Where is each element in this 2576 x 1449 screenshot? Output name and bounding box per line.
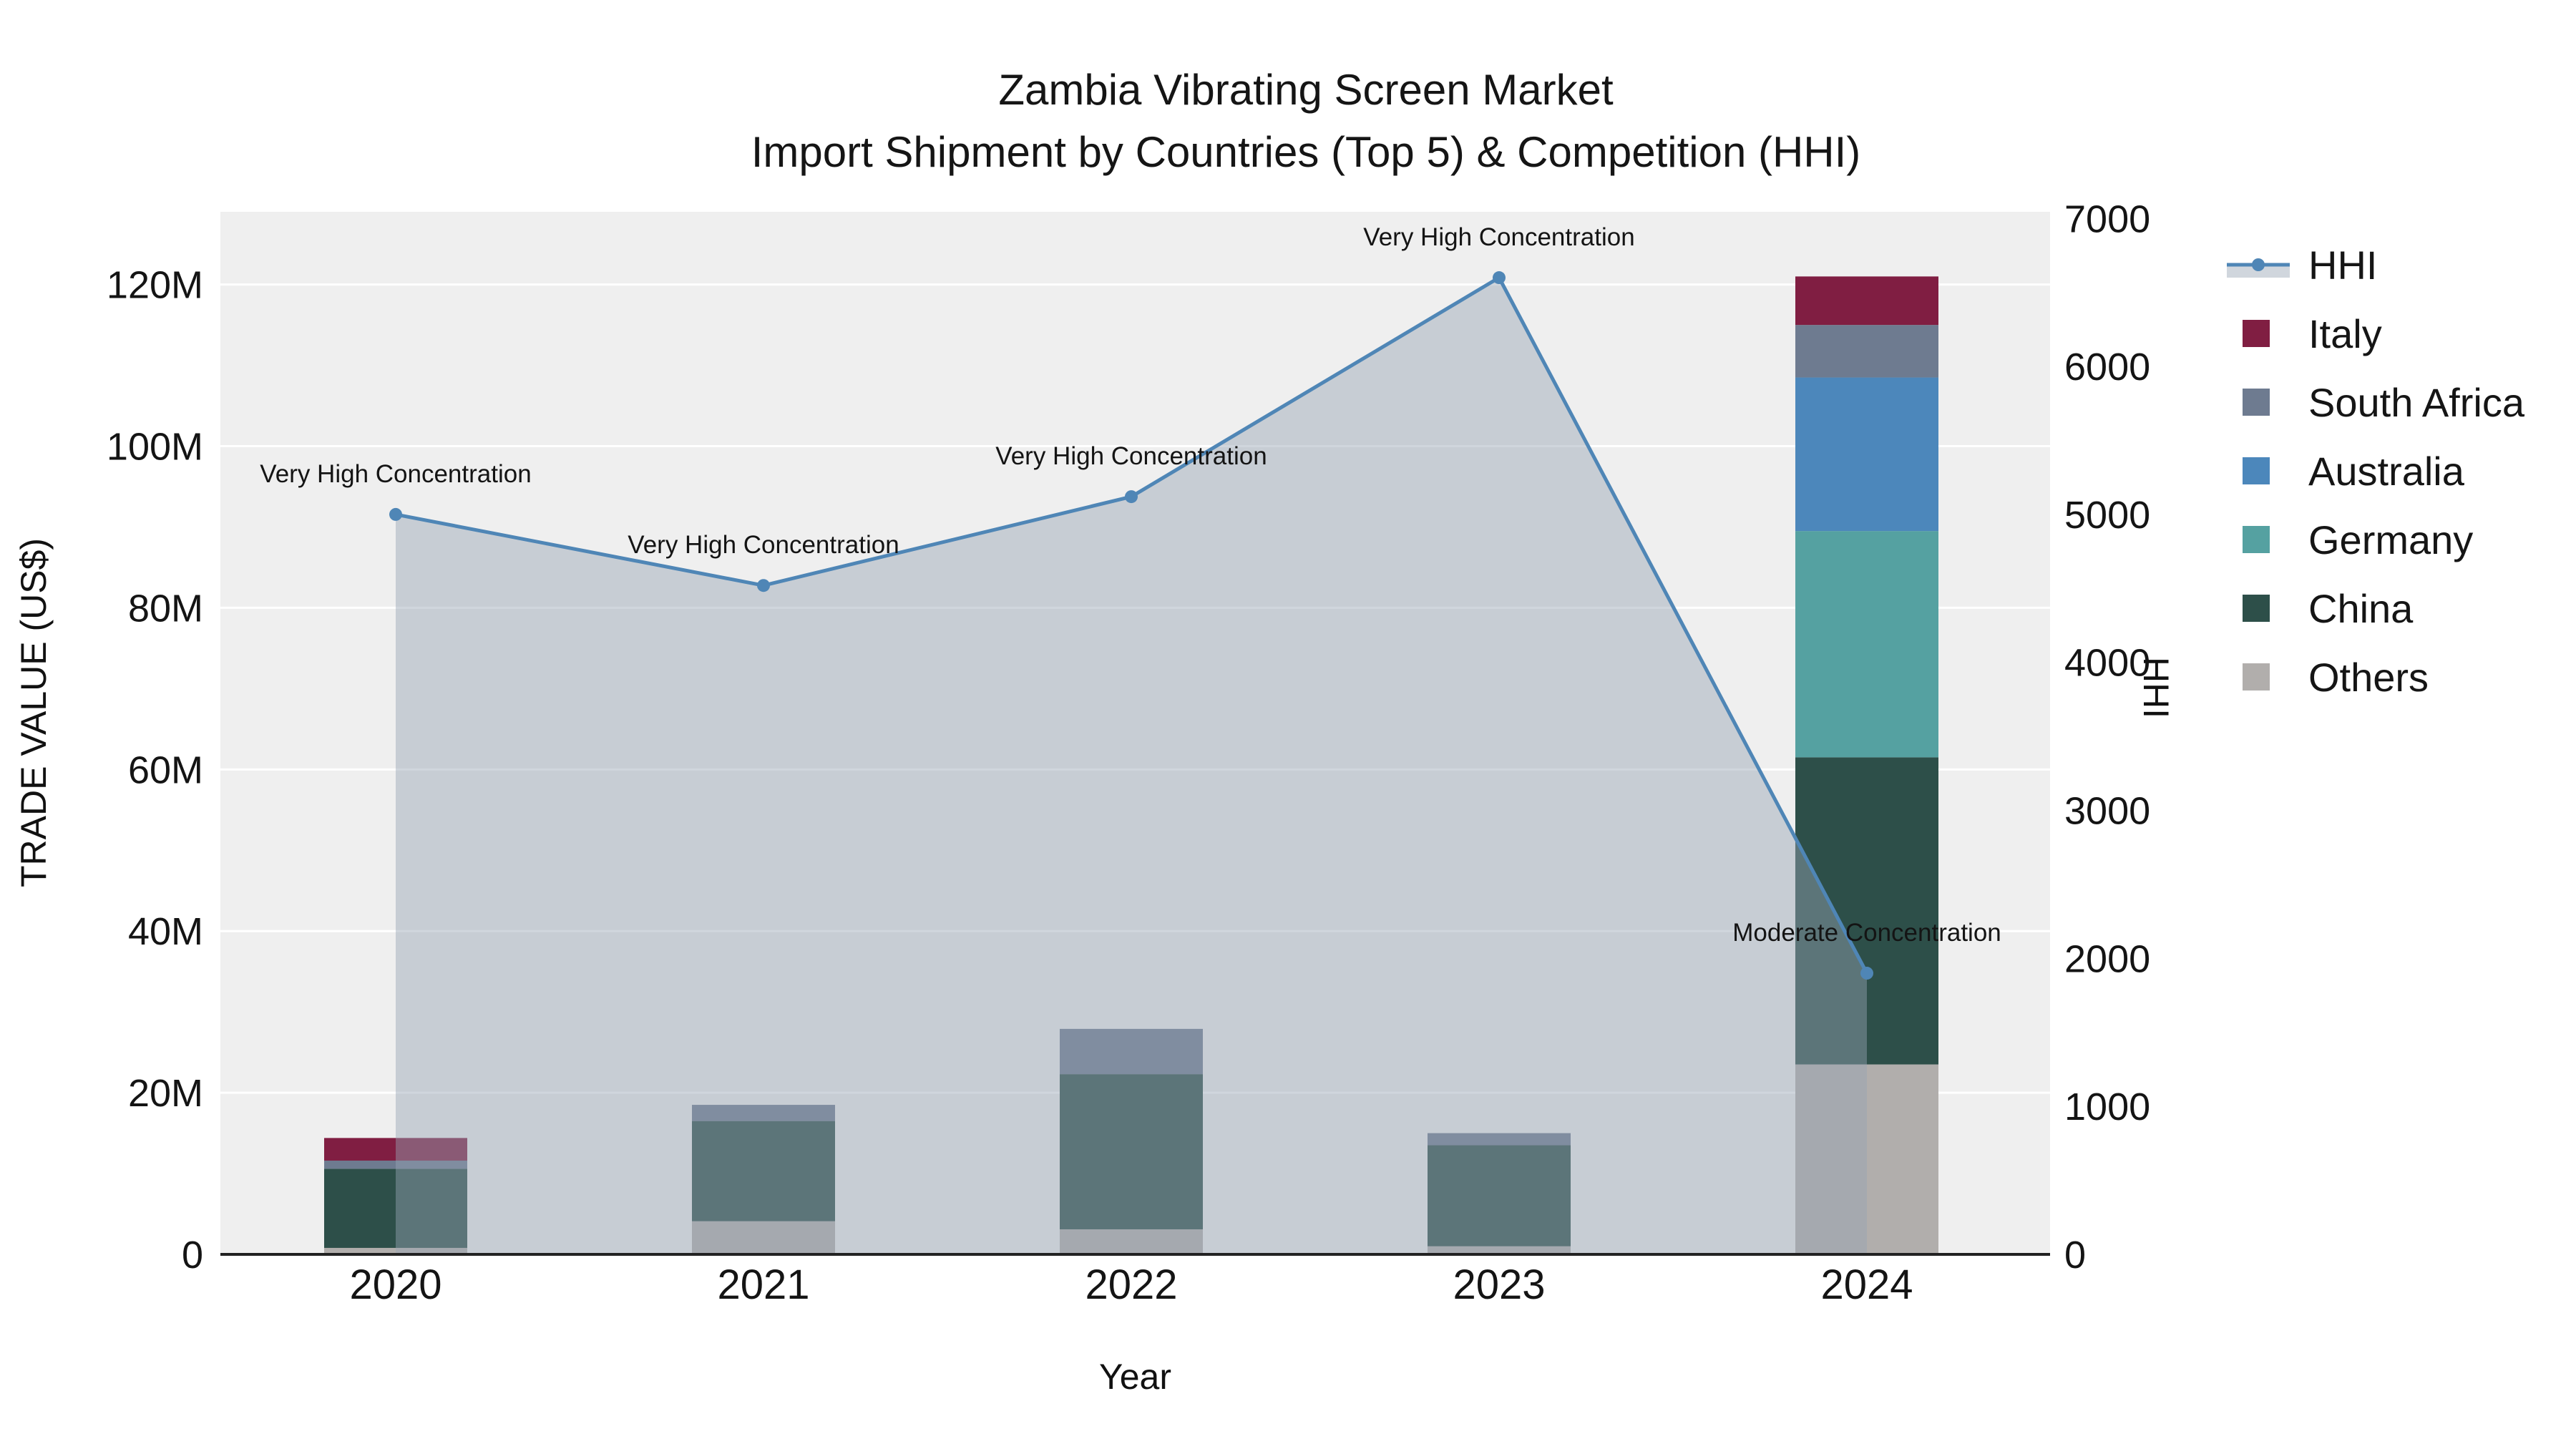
y-left-tick-40M: 40M: [128, 910, 203, 953]
x-tick-2024: 2024: [1820, 1262, 1913, 1308]
y-right-tick-3000: 3000: [2064, 790, 2150, 833]
legend-swatch-australia: [2227, 457, 2290, 484]
y-right-tick-2000: 2000: [2064, 937, 2150, 980]
annotation-2021: Very High Concentration: [628, 531, 899, 559]
bar-2021-china: [692, 1121, 835, 1221]
legend-swatch-south-africa: [2227, 389, 2290, 416]
legend-item-others[interactable]: Others: [2227, 643, 2524, 711]
legend-label: China: [2308, 585, 2414, 631]
legend-swatch-germany: [2227, 526, 2290, 553]
bar-2022-south-africa: [1060, 1028, 1203, 1075]
bar-2024-germany: [1795, 531, 1938, 758]
legend: HHI Italy South Africa Australia Germany Chin…: [2227, 230, 2524, 711]
bar-2021-south-africa: [692, 1105, 835, 1121]
legend-item-australia[interactable]: Australia: [2227, 436, 2524, 505]
legend-item-hhi[interactable]: HHI: [2227, 230, 2524, 299]
legend-item-germany[interactable]: Germany: [2227, 505, 2524, 574]
y-axis-title-left: TRADE VALUE (US$): [14, 537, 54, 887]
y-left-tick-100M: 100M: [107, 426, 203, 469]
legend-label: South Africa: [2308, 379, 2524, 425]
bar-2022-china: [1060, 1074, 1203, 1229]
bar-2020-south-africa: [324, 1160, 467, 1169]
y-right-tick-7000: 7000: [2064, 197, 2150, 240]
bar-2024-australia: [1795, 377, 1938, 532]
bar-2020-others: [324, 1247, 467, 1254]
x-tick-2022: 2022: [1085, 1262, 1177, 1308]
y-right-tick-5000: 5000: [2064, 494, 2150, 537]
chart-title-line1: Zambia Vibrating Screen Market: [998, 66, 1614, 114]
hhi-marker-2024: [1860, 967, 1873, 980]
legend-label: Italy: [2308, 311, 2382, 356]
legend-swatch-italy: [2227, 320, 2290, 347]
legend-swatch-others: [2227, 663, 2290, 691]
bar-2024-south-africa: [1795, 325, 1938, 378]
legend-item-china[interactable]: China: [2227, 574, 2524, 643]
y-right-tick-1000: 1000: [2064, 1085, 2150, 1128]
hhi-marker-2023: [1493, 271, 1506, 285]
bar-2024-china: [1795, 757, 1938, 1065]
bar-2023-china: [1428, 1145, 1571, 1246]
hhi-line-icon: [2227, 249, 2290, 280]
y-left-tick-60M: 60M: [128, 748, 203, 791]
hhi-marker-2022: [1125, 490, 1138, 504]
annotation-2024: Moderate Concentration: [1732, 919, 2001, 947]
bar-2023-others: [1428, 1246, 1571, 1254]
annotation-2023: Very High Concentration: [1363, 223, 1634, 251]
annotation-2020: Very High Concentration: [260, 460, 531, 488]
y-left-tick-120M: 120M: [107, 264, 203, 307]
y-left-tick-20M: 20M: [128, 1072, 203, 1115]
bar-2024-others: [1795, 1064, 1938, 1254]
legend-item-south-africa[interactable]: South Africa: [2227, 368, 2524, 436]
x-tick-2023: 2023: [1453, 1262, 1545, 1308]
x-tick-2021: 2021: [717, 1262, 809, 1308]
y-left-tick-80M: 80M: [128, 587, 203, 630]
y-right-tick-4000: 4000: [2064, 642, 2150, 685]
chart-title-line2: Import Shipment by Countries (Top 5) & C…: [751, 128, 1861, 176]
y-axis-title-right: HHI: [2136, 657, 2176, 719]
hhi-area: [396, 278, 1867, 1254]
bar-2022-others: [1060, 1229, 1203, 1254]
x-axis-title: Year: [1098, 1357, 1172, 1397]
legend-label: Germany: [2308, 517, 2474, 562]
bar-2020-italy: [324, 1138, 467, 1161]
bar-2021-others: [692, 1221, 835, 1254]
chart-title: Zambia Vibrating Screen Market Import Sh…: [358, 59, 2254, 183]
bar-2020-china: [324, 1169, 467, 1248]
y-left-tick-0: 0: [182, 1234, 203, 1277]
legend-label: HHI: [2308, 242, 2378, 288]
hhi-marker-2020: [389, 507, 402, 521]
bar-2023-south-africa: [1428, 1133, 1571, 1146]
legend-swatch-china: [2227, 595, 2290, 622]
legend-label: Others: [2308, 654, 2429, 700]
annotation-2022: Very High Concentration: [995, 442, 1267, 470]
legend-label: Australia: [2308, 448, 2464, 494]
y-right-tick-6000: 6000: [2064, 346, 2150, 389]
bar-2024-italy: [1795, 276, 1938, 326]
legend-item-italy[interactable]: Italy: [2227, 299, 2524, 368]
x-tick-2020: 2020: [349, 1262, 441, 1308]
y-right-tick-0: 0: [2064, 1234, 2086, 1277]
hhi-marker-2021: [757, 579, 770, 592]
